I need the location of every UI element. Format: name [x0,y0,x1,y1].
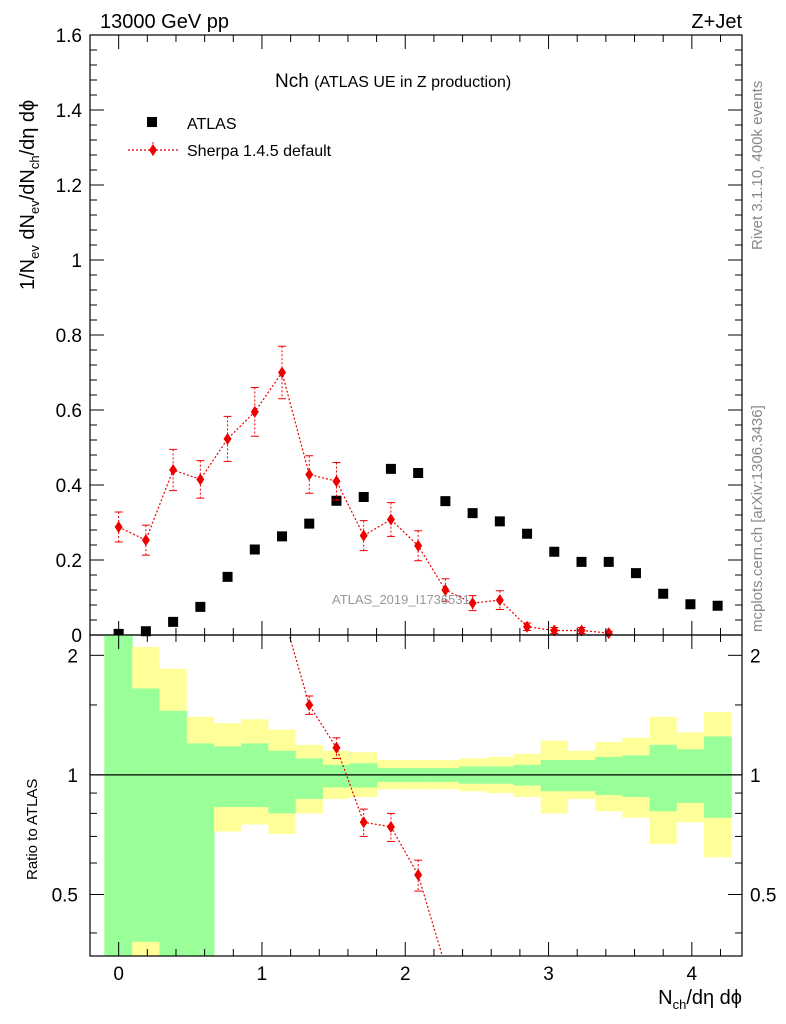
y-tick-label: 0.6 [56,401,82,422]
y-tick-label: 1.2 [56,176,82,197]
sherpa-data-point [359,529,368,542]
sherpa-data-point [332,475,341,488]
atlas-data-point [140,626,151,637]
green-uncertainty-band [268,750,297,814]
ratio-y-tick-label-right: 1 [750,766,761,787]
y-tick-label: 0.8 [56,326,82,347]
ratio-data-point [386,820,395,833]
atlas-data-point [304,518,315,529]
atlas-data-point [712,600,723,611]
green-uncertainty-band [322,764,351,788]
atlas-data-point [630,568,641,579]
green-uncertainty-band [595,756,623,795]
atlas-data-point [494,516,505,527]
legend: ATLAS Sherpa 1.4.5 default [128,116,332,160]
sherpa-data-point [169,464,178,476]
x-tick-label: 0 [113,964,124,985]
energy-label: 13000 GeV pp [100,11,229,33]
x-axis-label: Nch/dη dϕ [658,987,742,1012]
atlas-data-point [358,492,369,502]
atlas-data-point [549,546,560,557]
y-tick-label: 1.6 [56,26,82,47]
main-y-axis-label: 1/Nev dNev/dNch/dη dϕ [17,100,42,290]
ratio-plot-frame [89,634,743,957]
green-uncertainty-band [676,749,705,803]
ratio-data-point [414,868,423,881]
sherpa-data-point [250,405,259,418]
ratio-y-tick-label-right: 2 [750,646,761,667]
ratio-y-axis-label: Ratio to ATLAS [24,779,41,880]
green-uncertainty-band [704,736,732,818]
green-uncertainty-band [159,710,188,956]
sherpa-data-point [441,584,450,596]
green-uncertainty-band [567,760,596,792]
ratio-y-tick-label: 2 [67,646,78,667]
y-tick-label: 0.4 [56,476,83,497]
atlas-data-point [385,463,396,474]
atlas-data-point [658,588,669,599]
atlas-data-point [440,496,451,507]
x-tick-label: 3 [543,964,554,985]
ratio-y-tick-label-right: 0.5 [750,885,776,906]
sherpa-data-point [468,597,477,610]
legend-atlas-label: ATLAS [187,116,237,133]
green-uncertainty-band [104,635,133,956]
chart-title: Nch (ATLAS UE in Z production) [275,71,511,92]
green-uncertainty-band [213,746,242,808]
sherpa-data-point [577,624,586,637]
atlas-data-point [331,495,342,506]
atlas-data-point [685,599,696,610]
atlas-data-point [249,544,260,555]
green-uncertainty-band [649,744,678,812]
process-label: Z+Jet [691,11,742,33]
ratio-data-point [359,816,368,829]
sherpa-data-point [495,594,504,607]
rivet-info: Rivet 3.1.10, 400k events [749,81,766,250]
legend-atlas-marker [147,117,157,127]
legend-sherpa-label: Sherpa 1.4.5 default [187,143,332,160]
sherpa-data-point [550,624,559,637]
atlas-data-point [168,616,179,627]
source-label: mcplots.cern.ch [arXiv:1306.3436] [749,405,766,632]
green-uncertainty-band [540,760,569,792]
y-tick-label: 1.4 [56,101,83,122]
sherpa-data-point [196,473,205,486]
x-tick-label: 1 [257,964,268,985]
ratio-data-point [305,698,314,711]
x-tick-label: 2 [400,964,411,985]
main-plot-panel: 0 0.2 0.4 0.6 0.8 1 1.2 1.4 1.6 Nch (ATLAS UE in… [17,26,743,647]
green-uncertainty-band [622,755,651,797]
atlas-data-point [522,528,533,539]
ratio-y-tick-label: 1 [67,766,78,787]
sherpa-data-point [223,432,232,445]
sherpa-data-point [414,539,423,552]
atlas-data-point [576,556,587,567]
sherpa-data-point [114,521,123,533]
x-tick-label: 4 [687,964,698,985]
atlas-data-point [413,468,424,478]
ratio-y-tick-label: 0.5 [52,885,78,906]
sherpa-data-point [386,513,395,526]
green-uncertainty-band [132,688,160,942]
analysis-watermark: ATLAS_2019_I1736531 [332,592,470,607]
y-tick-label: 1 [71,251,82,272]
atlas-data-point [603,556,614,567]
sherpa-data-point [141,534,150,547]
ratio-plot-panel: 0.5 0.5 1 1 2 2 0 1 2 3 4 Ratio to ATLAS Nch/dη dϕ [24,634,776,1012]
sherpa-data-point [604,627,613,640]
y-tick-label: 0.2 [56,551,82,572]
atlas-data-point [277,531,288,542]
sherpa-data-point [278,366,287,379]
atlas-data-point [222,571,233,582]
sherpa-data-point [523,620,532,633]
atlas-data-point [195,601,206,612]
sherpa-data-point [305,468,314,481]
legend-sherpa-marker [149,144,157,156]
atlas-data-point [467,508,478,519]
green-uncertainty-band [295,758,324,799]
y-tick-label: 0 [71,626,82,647]
green-uncertainty-band [186,743,215,956]
ratio-data-point [332,741,341,754]
